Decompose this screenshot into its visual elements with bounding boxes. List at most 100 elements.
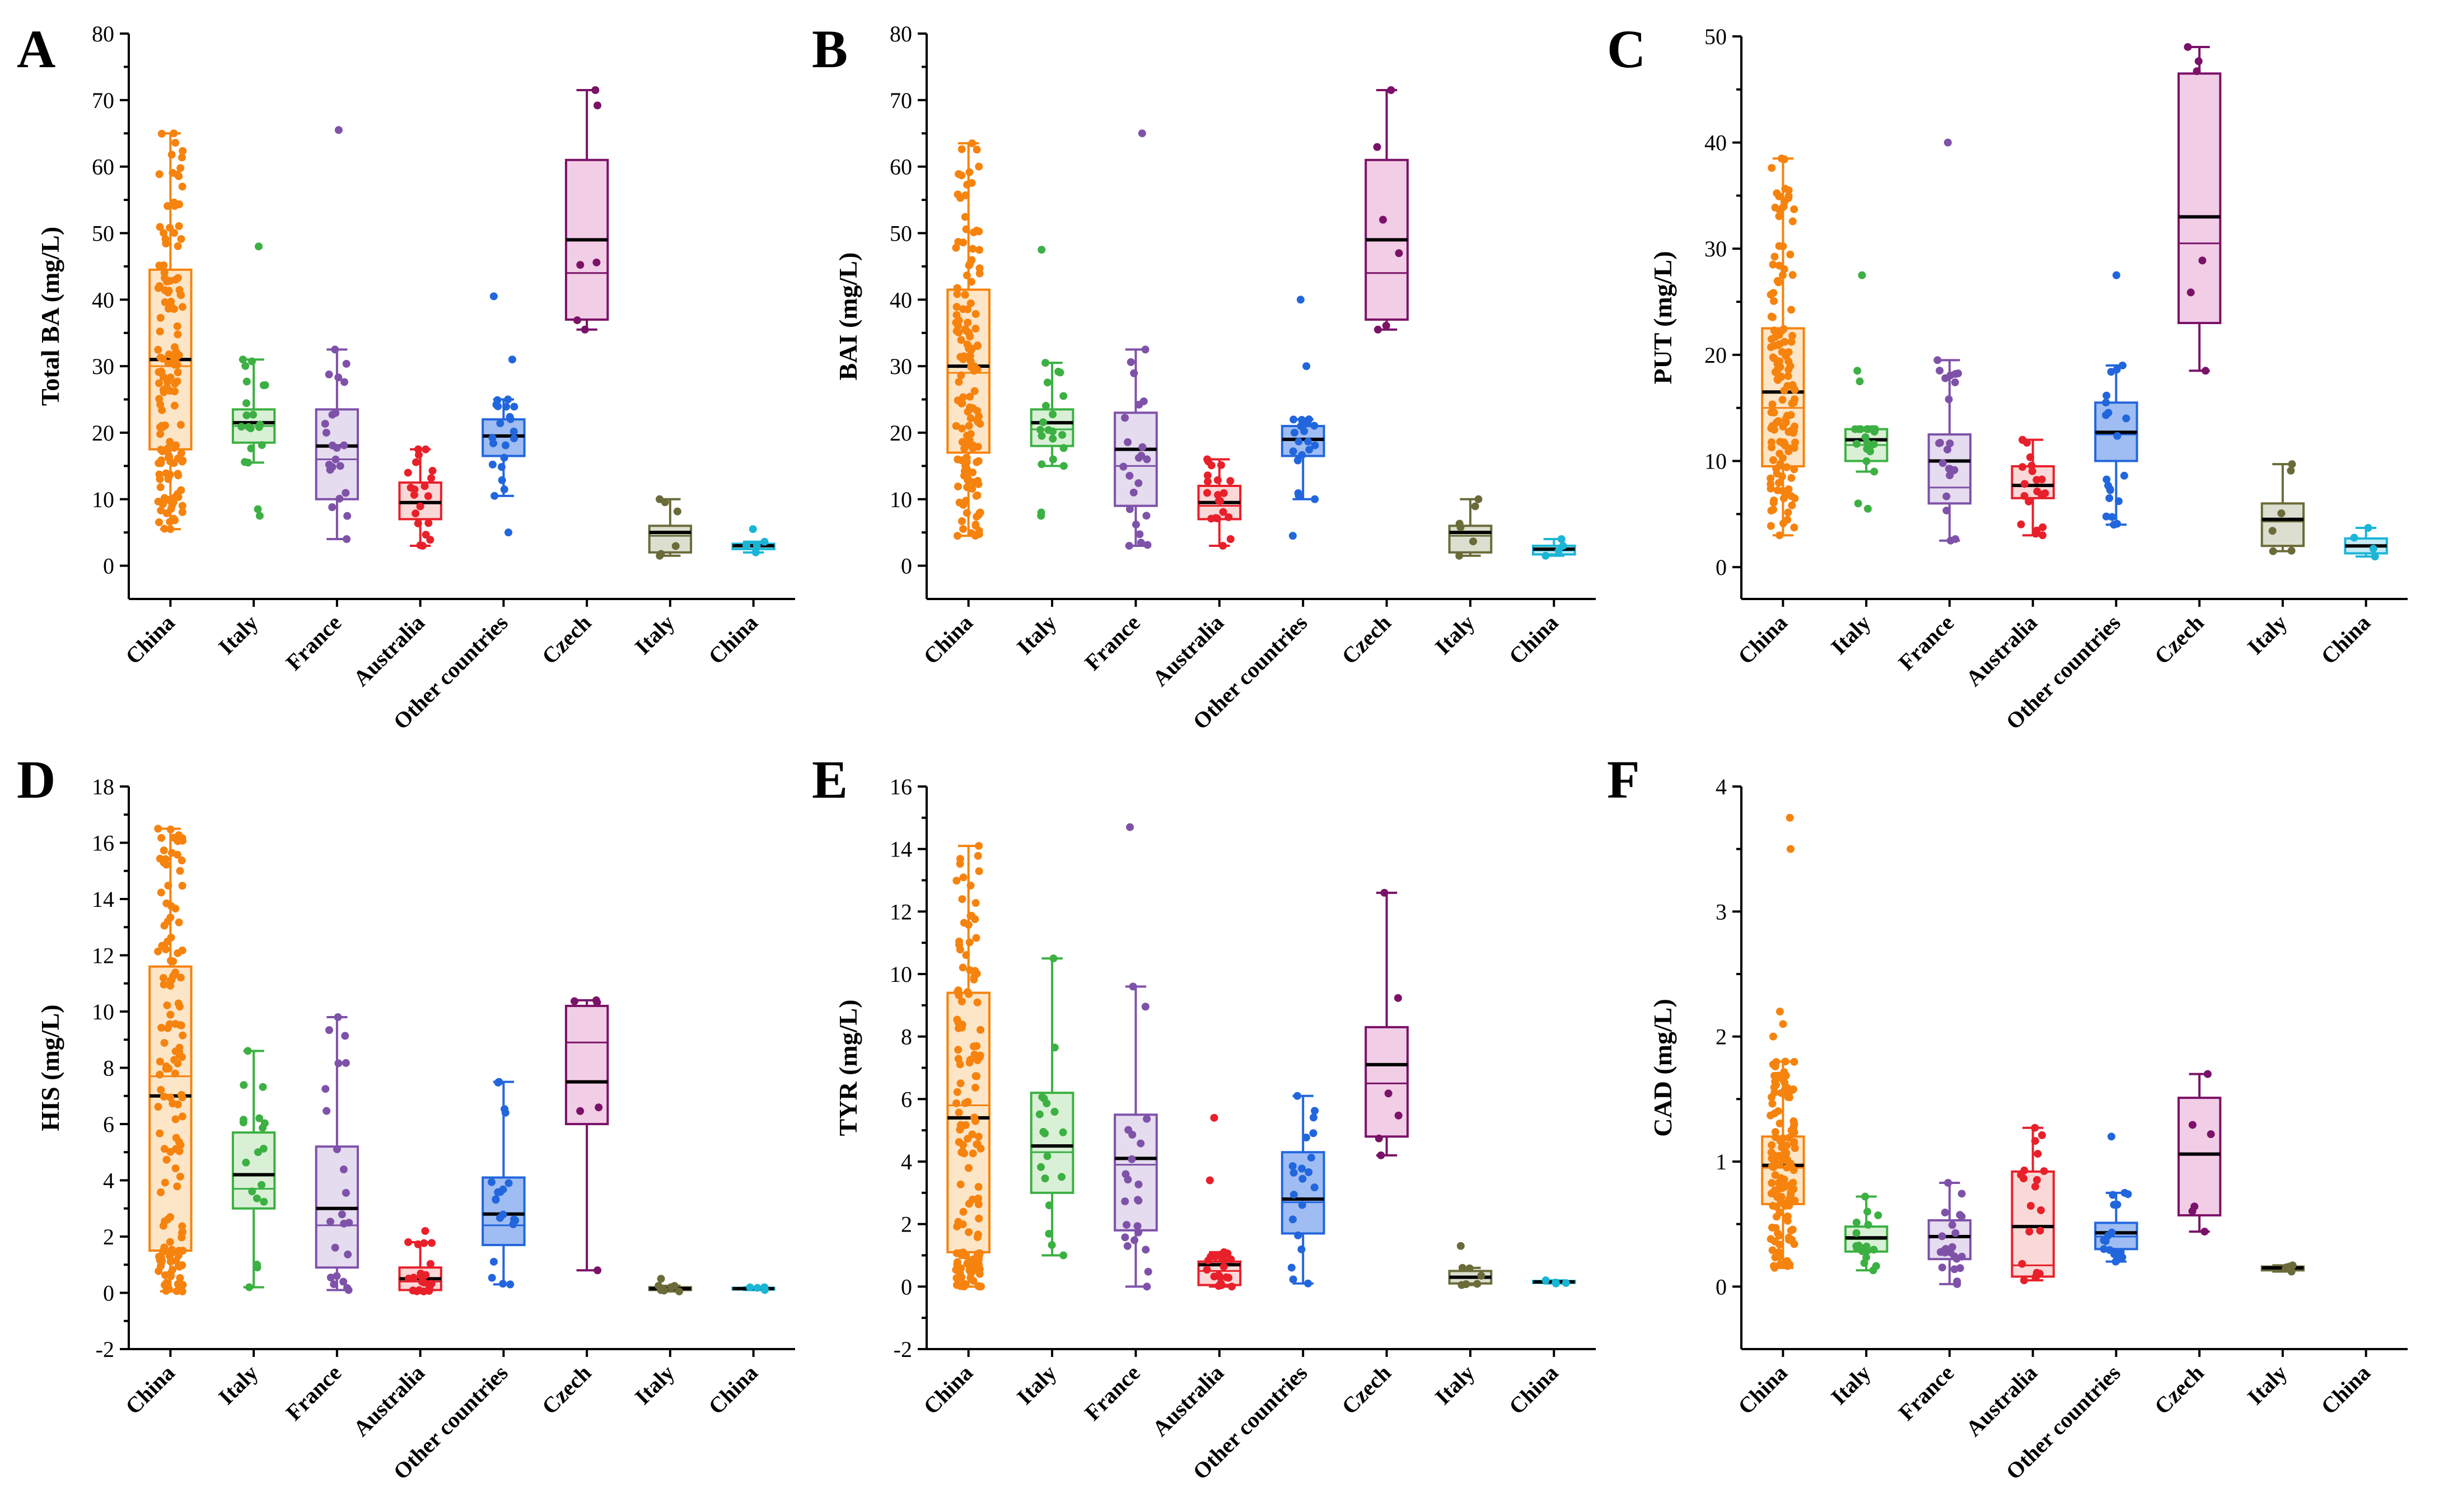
data-point [174,493,183,501]
data-point [1852,439,1861,448]
data-point [1134,479,1143,488]
box-italy [648,495,693,560]
data-point [1293,1092,1301,1100]
data-point [1946,439,1954,448]
x-tick-label: China [2316,610,2375,670]
data-point [965,990,973,998]
data-point [1125,541,1133,550]
data-point [2033,1176,2041,1184]
data-point [1767,474,1775,483]
data-point [2101,1237,2110,1246]
data-point [161,235,170,243]
data-point [954,1018,962,1027]
data-point [498,476,506,484]
data-point [1861,1192,1870,1201]
box-china [148,129,193,533]
data-point [163,1001,171,1009]
data-point [1957,1190,1966,1198]
y-tick-label: 30 [1704,236,1727,261]
data-point [661,498,669,507]
box-other-countries [2094,1132,2138,1266]
data-point [158,500,167,508]
box-china [731,525,775,556]
data-point [966,881,975,890]
data-point [970,975,978,984]
data-point [259,1124,267,1132]
data-point [2033,476,2041,484]
data-point [2369,545,2377,553]
data-point [254,242,263,251]
data-point [164,359,172,368]
box-china [1761,155,1805,540]
data-point [175,1137,183,1146]
x-tick-label: China [918,610,978,670]
data-point [160,525,169,533]
data-point [508,355,516,364]
box-iqr [1030,1092,1074,1194]
data-point [156,327,164,336]
data-point [959,1141,968,1149]
y-tick-label: 3 [1716,899,1727,924]
data-point [335,494,344,503]
data-point [2193,67,2201,76]
data-point [174,368,182,377]
data-point [175,222,183,230]
data-point [167,151,176,159]
data-point [1049,410,1057,419]
data-point [969,1149,977,1158]
data-point [1791,494,1799,503]
data-point [2033,1268,2041,1277]
data-point [2034,1150,2042,1158]
data-point [1788,331,1797,340]
data-point [1289,415,1298,424]
data-point [1384,1089,1393,1098]
data-point [2108,513,2116,521]
data-point [1863,425,1871,433]
data-point [1870,440,1878,448]
data-point [343,1284,352,1292]
data-point [974,1132,983,1141]
data-point [1220,1262,1228,1271]
data-point [241,458,249,466]
data-point [1784,508,1792,517]
data-point [1036,425,1044,434]
data-point [2124,1190,2132,1199]
data-point [1559,541,1567,550]
data-point [1783,411,1791,420]
data-point [1943,138,1952,147]
data-point [958,517,966,526]
data-point [1127,358,1135,366]
data-point [170,305,178,313]
data-point [974,1194,983,1202]
data-point [1787,426,1796,434]
x-tick-label: China [120,1360,180,1420]
data-point [1134,453,1143,462]
box-china [731,1283,775,1294]
data-point [166,1252,174,1261]
data-point [1541,551,1550,560]
data-point [1780,155,1788,163]
data-point [166,1148,175,1156]
data-point [1296,296,1305,304]
data-point [1220,1256,1228,1264]
data-point [1134,1180,1143,1188]
data-point [751,548,760,556]
data-point [322,428,330,437]
y-tick-label: 2 [901,1212,912,1237]
box-iqr [2177,1097,2222,1217]
box-iqr [1114,1113,1158,1232]
data-point [2039,523,2047,531]
data-point [171,1069,179,1078]
y-tick-label: 60 [890,155,912,180]
data-point [1380,888,1389,897]
data-point [1777,372,1785,381]
data-point [1772,465,1781,473]
data-point [959,305,968,313]
data-point [1045,1229,1053,1238]
data-point [165,453,174,461]
data-point [489,1257,498,1266]
data-point [1784,1134,1793,1142]
data-point [1049,434,1057,443]
box-australia [1197,455,1242,550]
y-tick-label: 18 [92,774,114,799]
